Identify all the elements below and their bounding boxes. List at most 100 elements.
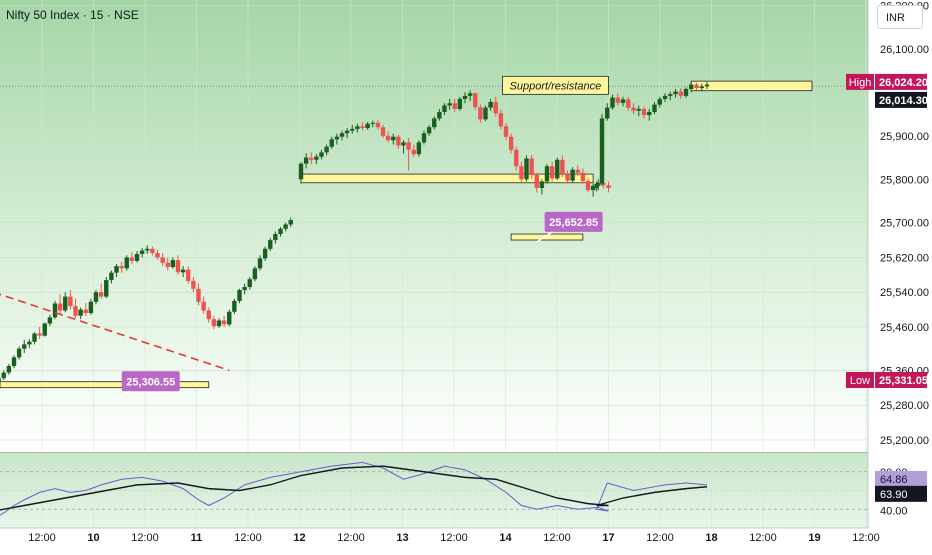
low-badge-box xyxy=(875,371,927,388)
sr-zone xyxy=(300,173,594,184)
candle-body xyxy=(570,169,575,181)
price-callout-label: 25,306.55 xyxy=(126,376,175,388)
candle-body xyxy=(636,108,641,111)
candle-body xyxy=(227,311,232,325)
candle-body xyxy=(699,86,704,89)
candle-body xyxy=(662,95,668,99)
candle-body xyxy=(442,105,447,112)
candle-body xyxy=(478,107,483,120)
candle-body xyxy=(641,108,647,116)
candle-body xyxy=(288,220,293,225)
candle-body xyxy=(539,181,545,188)
candle-body xyxy=(524,158,529,180)
candle-body xyxy=(104,280,109,297)
candle-body xyxy=(309,157,314,160)
candle-body xyxy=(262,248,268,259)
time-tick-label: 13 xyxy=(396,532,408,544)
price-tick-label: 25,620.00 xyxy=(880,252,929,264)
candle-body xyxy=(257,258,263,269)
osc-tick-label: 40.00 xyxy=(880,505,908,517)
candle-body xyxy=(98,292,104,297)
candle-body xyxy=(575,169,580,173)
candle-body xyxy=(216,320,222,327)
candle-body xyxy=(462,95,468,99)
candle-body xyxy=(73,306,78,316)
candle-body xyxy=(514,149,519,167)
time-tick-label: 18 xyxy=(705,532,717,544)
candle-body xyxy=(580,172,586,182)
osc-signal-box xyxy=(875,485,927,502)
candle-body xyxy=(201,301,206,311)
price-tick-label: 25,200.00 xyxy=(880,435,929,447)
candle-body xyxy=(155,253,160,258)
price-callout-box xyxy=(121,371,180,392)
candle-body xyxy=(221,320,227,325)
candle-body xyxy=(457,98,463,109)
candle-body xyxy=(78,309,83,316)
candle-body xyxy=(370,122,375,124)
candle-body xyxy=(396,136,401,146)
candle-body xyxy=(447,103,452,106)
candle-body xyxy=(150,248,155,254)
candle-body xyxy=(601,182,606,186)
candle-body xyxy=(11,357,17,367)
candle-body xyxy=(360,126,365,129)
time-tick-label: 12:00 xyxy=(131,532,159,544)
candle-body xyxy=(350,128,355,131)
currency-button[interactable]: INR xyxy=(877,5,923,29)
candle-body xyxy=(467,93,473,96)
candle-body xyxy=(93,292,99,302)
time-tick-label: 12:00 xyxy=(852,532,880,544)
time-tick-label: 12:00 xyxy=(28,532,56,544)
candle-body xyxy=(278,228,283,235)
candle-body xyxy=(615,97,620,103)
candle-body xyxy=(391,136,396,141)
candle-body xyxy=(242,287,247,291)
candle-body xyxy=(406,142,411,150)
osc-value-label: 64.86 xyxy=(880,474,908,486)
low-badge-label: Low xyxy=(850,375,870,387)
candle-body xyxy=(314,156,319,160)
candle-body xyxy=(585,181,591,191)
candle-body xyxy=(375,122,381,128)
candle-body xyxy=(673,91,678,95)
current-price-value: 26,014.30 xyxy=(879,95,928,107)
high-badge-value: 26,024.20 xyxy=(879,77,928,89)
price-callout-pointer xyxy=(113,390,131,402)
candle-body xyxy=(411,149,416,155)
candle-body xyxy=(380,127,386,136)
sr-zone xyxy=(0,381,210,389)
grid xyxy=(0,0,869,529)
candle-body xyxy=(590,185,596,191)
candle-body xyxy=(493,101,498,114)
candle-body xyxy=(191,280,196,289)
candle-body xyxy=(339,133,345,137)
candle-body xyxy=(503,126,509,137)
candle-body xyxy=(620,99,626,103)
price-tick-label: 25,540.00 xyxy=(880,287,929,299)
candle-body xyxy=(610,97,615,108)
candle-body xyxy=(508,136,514,150)
candle-body xyxy=(303,157,309,164)
time-tick-label: 14 xyxy=(499,532,512,544)
candle-body xyxy=(334,136,340,140)
candle-body xyxy=(519,166,524,180)
candle-body xyxy=(416,142,422,155)
candle-body xyxy=(170,260,176,268)
candle-body xyxy=(704,84,710,87)
time-tick-label: 11 xyxy=(191,532,203,544)
candle-body xyxy=(534,174,539,188)
high-badge-box xyxy=(875,73,927,90)
low-badge-label-box xyxy=(846,371,874,388)
candle-body xyxy=(119,266,124,269)
candle-body xyxy=(437,111,442,119)
low-badge-value: 25,331.05 xyxy=(879,375,928,387)
price-axis: 26,200.0026,100.0025,900.0025,800.0025,7… xyxy=(846,1,929,517)
candle-body xyxy=(88,301,94,314)
candle-body xyxy=(16,348,22,358)
chart-title: Nifty 50 Index · 15 · NSE xyxy=(6,8,139,22)
candle-body xyxy=(647,111,652,116)
candle-body xyxy=(211,319,217,327)
